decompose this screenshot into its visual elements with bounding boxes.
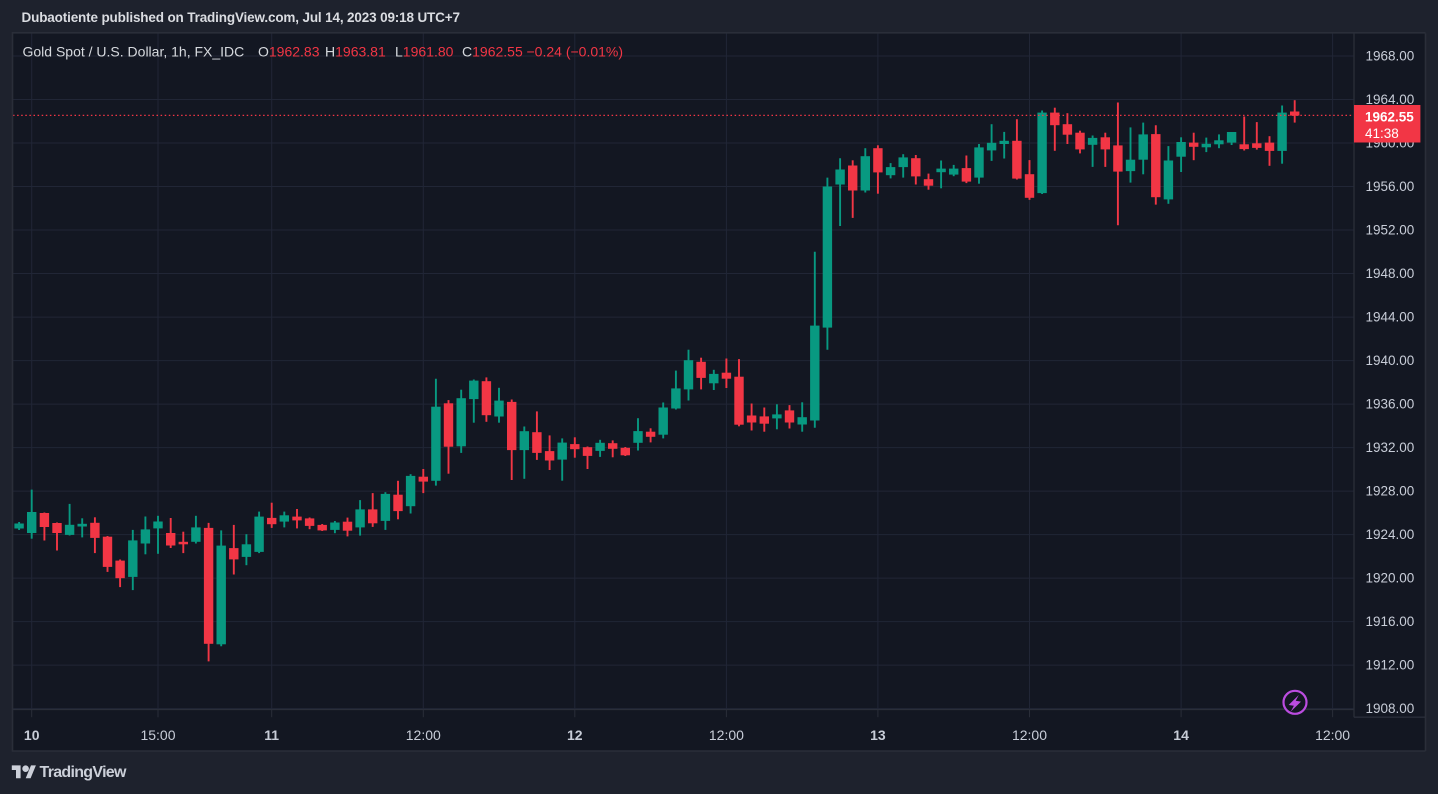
svg-text:1924.00: 1924.00	[1365, 527, 1414, 542]
svg-text:−0.24 (−0.01%): −0.24 (−0.01%)	[527, 44, 624, 60]
svg-text:1920.00: 1920.00	[1365, 571, 1414, 586]
svg-text:1912.00: 1912.00	[1365, 658, 1414, 673]
svg-text:1968.00: 1968.00	[1365, 49, 1414, 64]
svg-text:1908.00: 1908.00	[1365, 701, 1414, 716]
svg-text:1936.00: 1936.00	[1365, 397, 1414, 412]
svg-text:41:38: 41:38	[1365, 126, 1399, 141]
svg-text:H1963.81: H1963.81	[325, 44, 386, 60]
svg-text:TradingView: TradingView	[40, 764, 128, 781]
svg-text:1940.00: 1940.00	[1365, 353, 1414, 368]
svg-text:Dubaotiente published on Tradi: Dubaotiente published on TradingView.com…	[22, 10, 460, 25]
svg-text:1948.00: 1948.00	[1365, 266, 1414, 281]
svg-text:L1961.80: L1961.80	[395, 44, 454, 60]
svg-text:14: 14	[1173, 727, 1189, 743]
svg-text:Gold Spot / U.S. Dollar, 1h, F: Gold Spot / U.S. Dollar, 1h, FX_IDC	[23, 44, 245, 60]
svg-text:1952.00: 1952.00	[1365, 223, 1414, 238]
svg-text:1962.55: 1962.55	[1365, 110, 1414, 125]
svg-text:12: 12	[567, 727, 583, 743]
svg-text:10: 10	[24, 727, 40, 743]
svg-text:12:00: 12:00	[1012, 727, 1047, 743]
svg-text:13: 13	[870, 727, 886, 743]
svg-text:1956.00: 1956.00	[1365, 179, 1414, 194]
svg-text:C1962.55: C1962.55	[462, 44, 523, 60]
svg-text:12:00: 12:00	[1315, 727, 1350, 743]
svg-text:11: 11	[264, 727, 279, 743]
svg-text:12:00: 12:00	[709, 727, 744, 743]
svg-text:1916.00: 1916.00	[1365, 614, 1414, 629]
svg-text:1964.00: 1964.00	[1365, 92, 1414, 107]
svg-text:1932.00: 1932.00	[1365, 440, 1414, 455]
svg-text:1944.00: 1944.00	[1365, 310, 1414, 325]
svg-text:O1962.83: O1962.83	[258, 44, 320, 60]
svg-text:15:00: 15:00	[140, 727, 175, 743]
svg-text:1928.00: 1928.00	[1365, 484, 1414, 499]
svg-text:12:00: 12:00	[406, 727, 441, 743]
